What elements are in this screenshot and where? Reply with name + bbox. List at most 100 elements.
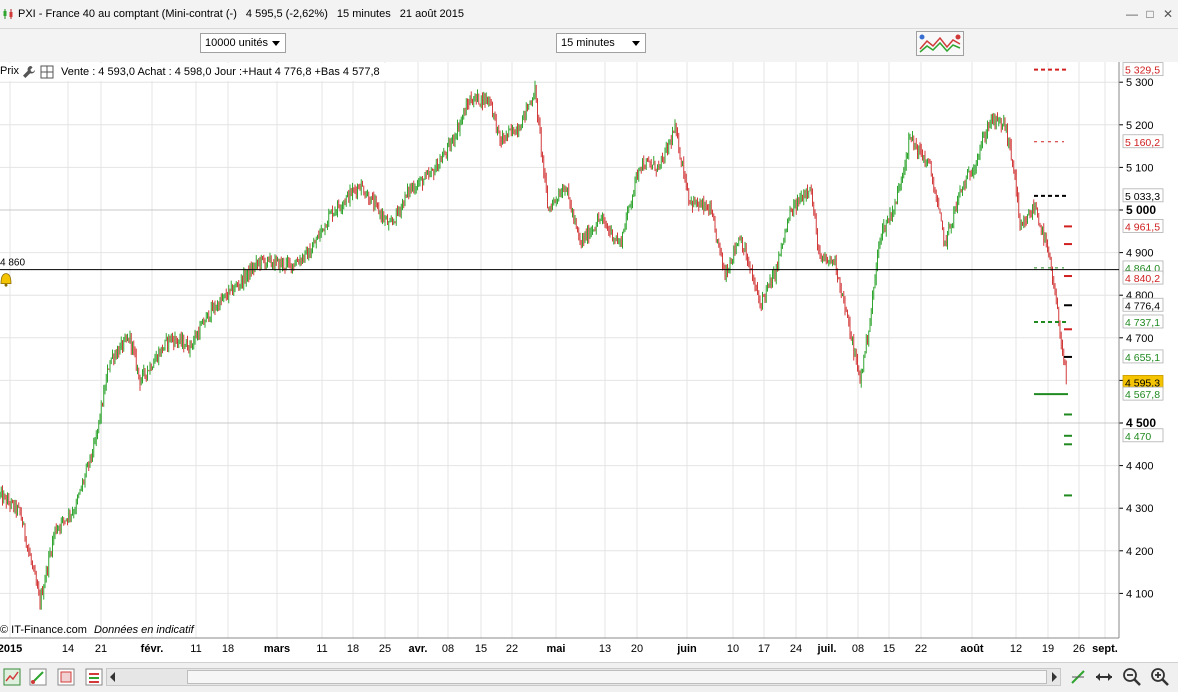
price-label: 4 961,5 [1125, 221, 1160, 233]
minimize-button[interactable]: — [1126, 7, 1138, 21]
compare-icon[interactable] [56, 667, 76, 687]
price-label-box [1122, 219, 1164, 233]
scrollbar-thumb[interactable] [187, 670, 1047, 684]
horizontal-scrollbar[interactable] [106, 668, 1061, 686]
x-tick-label: août [960, 643, 984, 655]
y-tick-label: 4 300 [1126, 503, 1154, 515]
price-label-box [1122, 349, 1164, 364]
y-tick-label: 4 500 [1126, 416, 1156, 430]
y-tick-label: 5 200 [1126, 120, 1154, 132]
close-button[interactable]: ✕ [1162, 7, 1174, 21]
price-label-box [1122, 62, 1164, 77]
x-tick-label: 21 [95, 643, 107, 655]
x-tick-label: 18 [222, 643, 234, 655]
period-scale-icon[interactable] [1094, 667, 1114, 687]
price-label: 4 567,8 [1125, 389, 1160, 401]
last-price: 4 595,5 (-2,62%) [245, 8, 328, 20]
x-tick-label: 15 [475, 643, 487, 655]
y-tick-label: 4 200 [1126, 546, 1154, 558]
price-label: 4 470 [1125, 431, 1151, 443]
price-label: 5 033,3 [1125, 191, 1160, 203]
x-tick-label: 19 [1042, 643, 1054, 655]
indicators-button[interactable] [916, 31, 964, 56]
auto-scroll-icon[interactable] [1068, 667, 1088, 687]
price-label: 4 776,4 [1125, 300, 1160, 312]
x-tick-label: mars [264, 643, 290, 655]
x-tick-label: 18 [347, 643, 359, 655]
plot-area [0, 62, 1119, 638]
y-tick-label: 5 000 [1126, 203, 1156, 217]
x-tick-label: 08 [442, 643, 454, 655]
chevron-down-icon [632, 41, 640, 46]
x-tick-label: 11 [316, 643, 327, 655]
price-label-box [1122, 428, 1164, 443]
y-tick-label: 4 900 [1126, 248, 1154, 260]
x-tick-label: 26 [1073, 643, 1085, 655]
x-tick-label: 15 [883, 643, 895, 655]
x-tick-label: juil. [817, 643, 837, 655]
price-label-box [1122, 386, 1164, 401]
x-tick-label: 08 [852, 643, 864, 655]
units-value: 10000 unités [205, 37, 268, 49]
bell-icon [0, 273, 12, 285]
x-tick-label: juin [676, 643, 697, 655]
indicator-list-icon[interactable] [84, 667, 104, 687]
maximize-button[interactable]: □ [1146, 7, 1154, 21]
price-label-box [1122, 188, 1164, 203]
zoom-in-icon[interactable] [1150, 667, 1170, 687]
price-info-bar: Prix Vente : 4 593,0 Achat : 4 598,0 Jou… [0, 63, 400, 81]
zoom-out-icon[interactable] [1122, 667, 1142, 687]
y-tick-label: 5 100 [1126, 162, 1154, 174]
y-tick-label: 4 100 [1126, 588, 1154, 600]
window-title-bar: PXI - France 40 au comptant (Mini-contra… [0, 0, 1178, 29]
x-tick-label: 13 [599, 643, 611, 655]
x-tick-label: 10 [727, 643, 739, 655]
candlestick-app-icon [3, 9, 13, 19]
x-tick-label: 2015 [0, 643, 22, 655]
price-label-box [1122, 297, 1164, 312]
scroll-right-icon[interactable] [1052, 672, 1057, 682]
x-tick-label: févr. [141, 643, 164, 655]
chart-type-icon[interactable] [2, 667, 22, 687]
price-label-box [1122, 314, 1164, 329]
draw-tools-icon[interactable] [28, 667, 48, 687]
y-tick-label: 4 400 [1126, 461, 1154, 473]
units-dropdown[interactable]: 10000 unités [200, 33, 286, 53]
price-chart[interactable]: 2015 14 21 févr. 11 18 mars 11 18 25 avr. 08 15 22 mai… [0, 62, 1178, 662]
price-label: 4 737,1 [1125, 317, 1160, 329]
x-tick-label: 22 [506, 643, 518, 655]
price-label: 4 840,2 [1125, 273, 1160, 285]
x-tick-label: 22 [915, 643, 927, 655]
price-mode-label[interactable]: Prix [0, 65, 19, 77]
price-label-box [1122, 134, 1164, 149]
y-tick-label: 4 700 [1126, 333, 1154, 345]
x-tick-label: 11 [190, 643, 201, 655]
bottom-toolbar [0, 662, 1178, 692]
price-label: 4 655,1 [1125, 352, 1160, 364]
x-tick-label: 20 [631, 643, 643, 655]
price-label: 5 329,5 [1125, 65, 1160, 77]
indicators-icon [919, 34, 961, 53]
period-dropdown[interactable]: 15 minutes [556, 33, 646, 53]
grid-settings-icon[interactable] [40, 65, 54, 79]
chart-canvas[interactable]: 2015 14 21 févr. 11 18 mars 11 18 25 avr. 08 15 22 mai… [0, 62, 1178, 662]
instrument-name: PXI - France 40 au comptant (Mini-contra… [18, 8, 237, 20]
wrench-icon[interactable] [22, 65, 36, 79]
alert-level-label: 4 860 [0, 258, 25, 269]
data-disclaimer: Données en indicatif [94, 624, 194, 636]
period-value: 15 minutes [561, 37, 615, 49]
scroll-left-icon[interactable] [110, 672, 115, 682]
watermark: © IT-Finance.com Données en indicatif [0, 624, 194, 636]
x-tick-label: 24 [790, 643, 802, 655]
x-tick-label: 17 [758, 643, 770, 655]
timeframe-label: 15 minutes [336, 8, 391, 20]
quote-values: Vente : 4 593,0 Achat : 4 598,0 Jour :+H… [61, 66, 380, 78]
x-tick-label: 12 [1010, 643, 1022, 655]
x-tick-label: 14 [62, 643, 74, 655]
x-tick-label: mai [547, 643, 566, 655]
price-label: 4 595,3 [1125, 377, 1160, 389]
chart-date: 21 août 2015 [399, 8, 465, 20]
window-title: PXI - France 40 au comptant (Mini-contra… [18, 8, 470, 20]
source-credit: © IT-Finance.com [0, 624, 87, 636]
chevron-down-icon [272, 41, 280, 46]
